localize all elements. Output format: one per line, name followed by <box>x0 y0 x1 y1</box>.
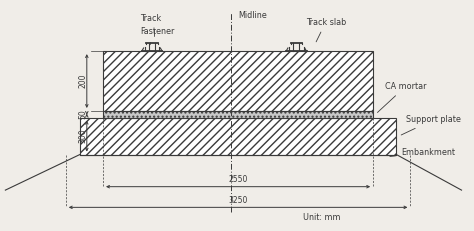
Text: 3250: 3250 <box>228 196 248 205</box>
FancyBboxPatch shape <box>103 51 373 111</box>
Text: Support plate: Support plate <box>401 116 461 135</box>
Text: 2550: 2550 <box>228 175 248 184</box>
FancyBboxPatch shape <box>103 111 373 118</box>
Text: 300: 300 <box>79 129 88 143</box>
Text: CA mortar: CA mortar <box>377 82 426 112</box>
Text: Midline: Midline <box>238 11 267 20</box>
Text: Embankment: Embankment <box>390 148 455 157</box>
Text: 200: 200 <box>79 74 88 88</box>
Text: Track slab: Track slab <box>306 18 346 42</box>
Text: 50: 50 <box>79 109 88 119</box>
Text: Unit: mm: Unit: mm <box>303 213 341 222</box>
Text: Fastener: Fastener <box>140 27 175 44</box>
Text: Track: Track <box>140 14 162 36</box>
FancyBboxPatch shape <box>80 118 396 155</box>
